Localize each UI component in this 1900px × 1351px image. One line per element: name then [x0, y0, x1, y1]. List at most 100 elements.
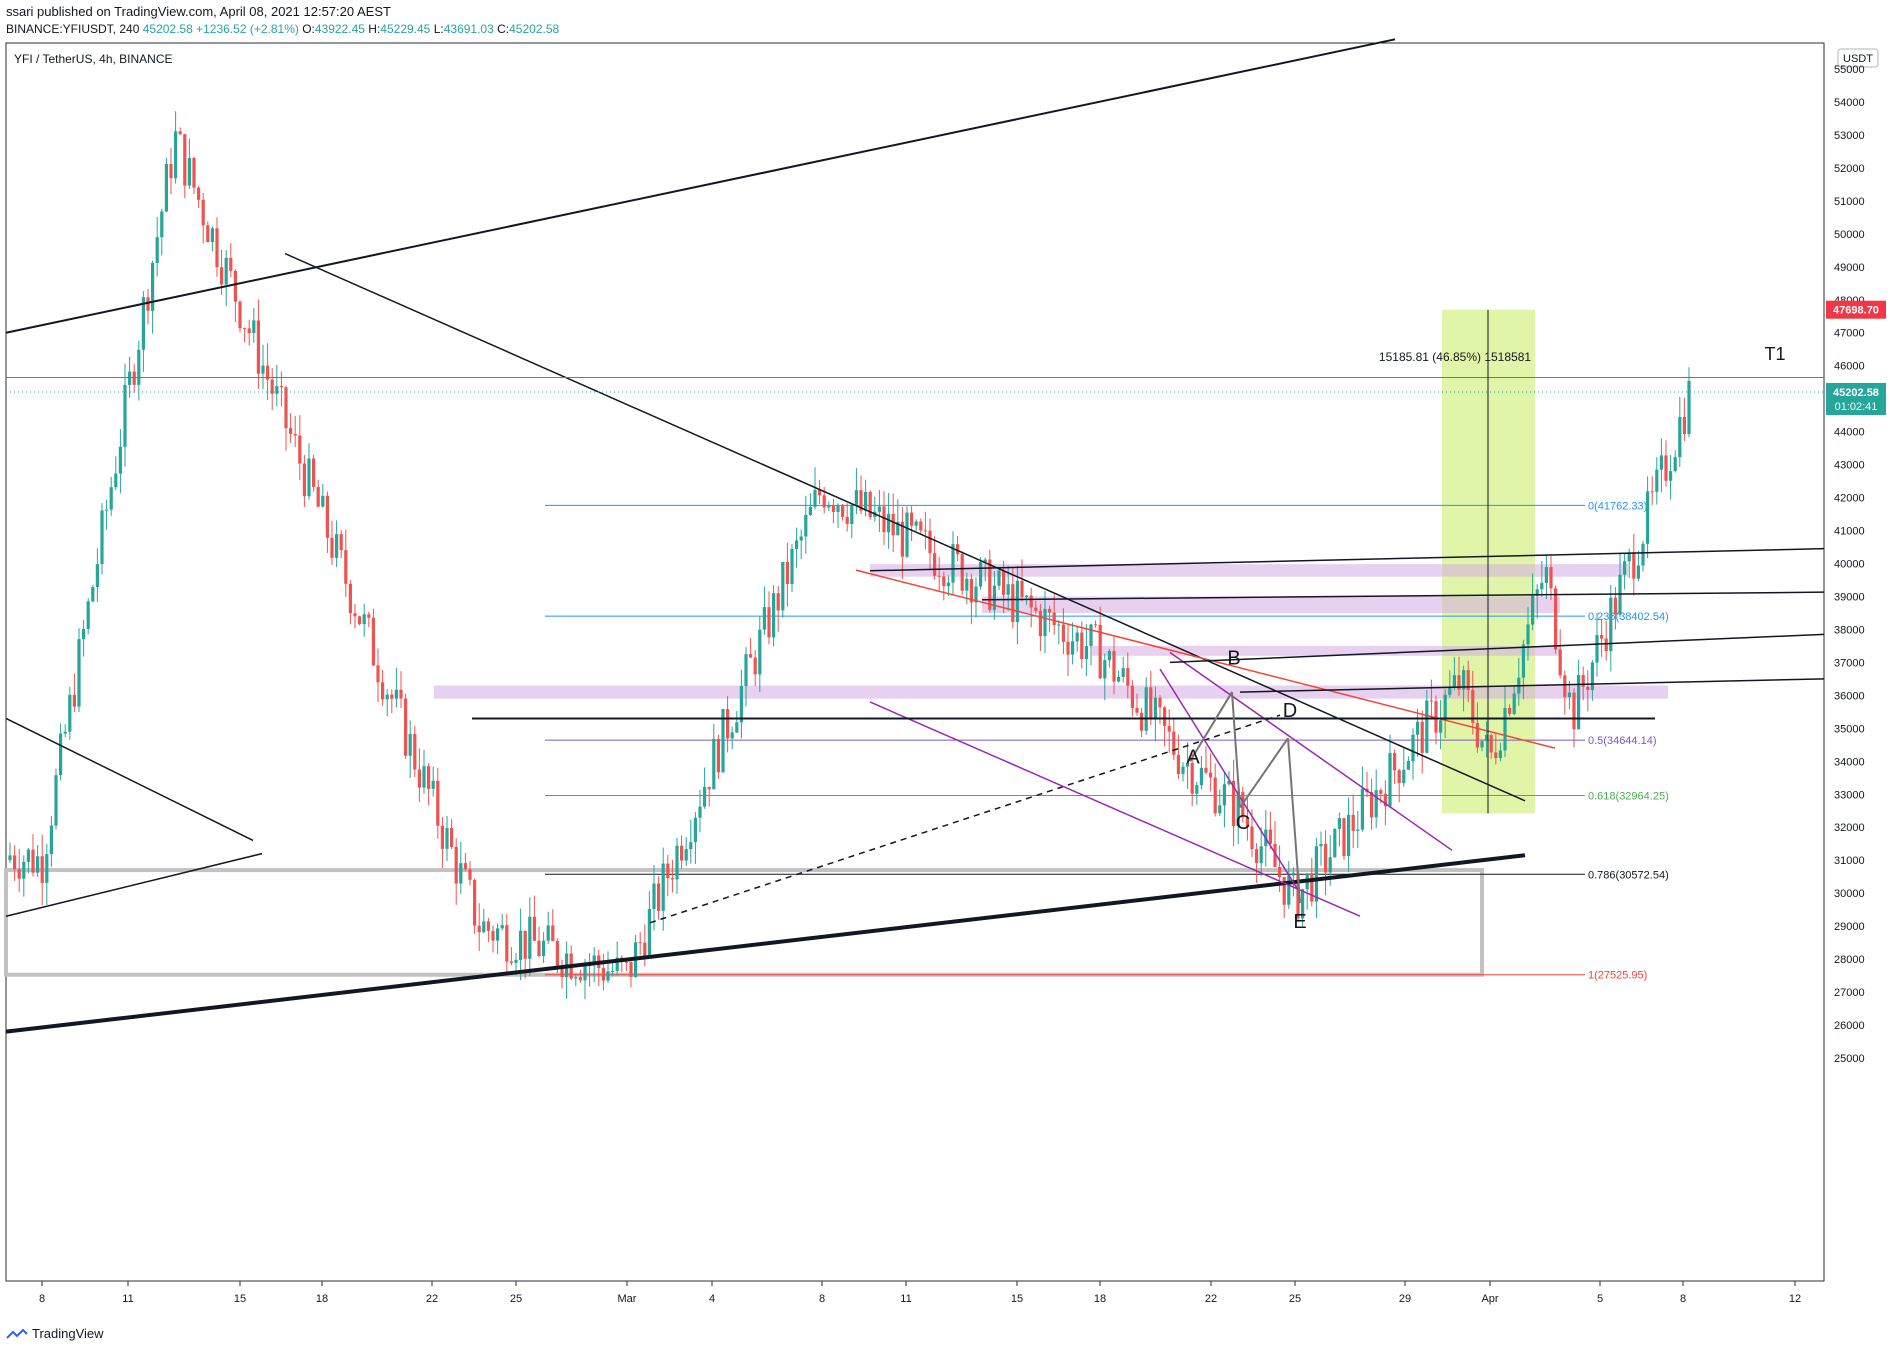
candle-body [1167, 726, 1171, 732]
y-tick-label: 28000 [1834, 954, 1865, 966]
candle-body [827, 505, 831, 508]
candle-body [841, 505, 845, 517]
candle-body [647, 908, 651, 957]
candle-body [266, 365, 270, 380]
candle-body [1360, 788, 1364, 830]
candle-body [279, 386, 283, 388]
candle-body [1370, 792, 1374, 818]
candle-body [1462, 670, 1466, 690]
close-label: C: [497, 22, 510, 36]
candle-body [270, 379, 274, 394]
candle-body [542, 940, 546, 957]
y-tick-label: 46000 [1834, 361, 1865, 373]
candle-body [68, 694, 72, 732]
candle-body [1673, 457, 1677, 472]
candle-body [454, 846, 458, 884]
candle-body [956, 544, 960, 555]
candle-body [1314, 846, 1318, 902]
candle-body [1669, 471, 1673, 481]
candle-body [1213, 777, 1217, 814]
candle-body [951, 544, 955, 583]
candle-body [229, 257, 233, 271]
candle-body [1163, 707, 1167, 727]
candle-body [1466, 670, 1470, 690]
upper-channel-line [5, 38, 1396, 334]
candle-body [427, 766, 431, 789]
candle-body [831, 505, 835, 512]
candle-body [105, 509, 109, 511]
candle-body [1130, 685, 1134, 708]
candle-body [910, 512, 914, 526]
candle-body [781, 562, 785, 611]
y-tick-label: 29000 [1834, 921, 1865, 933]
candle-body [1393, 753, 1397, 771]
candle-body [601, 967, 605, 981]
candle-body [238, 301, 242, 329]
y-tick-label: 44000 [1834, 427, 1865, 439]
wave-label: D [1283, 700, 1297, 722]
candle-body [767, 607, 771, 638]
candle-body [1577, 675, 1581, 730]
candle-body [762, 607, 766, 630]
candle-body [482, 921, 486, 933]
candle-body [1379, 790, 1383, 794]
symbol-name: BINANCE:YFIUSDT, 240 [6, 22, 140, 36]
candle-body [744, 654, 748, 686]
candle-body [1278, 866, 1282, 877]
parallel-line-3 [1169, 633, 1825, 664]
candle-body [1659, 455, 1663, 470]
candle-body [804, 515, 808, 537]
candle-body [1646, 491, 1650, 544]
candle-body [1190, 762, 1194, 794]
candle-body [431, 780, 435, 789]
candle-body [739, 685, 743, 723]
candle-body [36, 856, 40, 873]
candle-body [1328, 857, 1332, 873]
candle-body [859, 490, 863, 511]
dashed-trendline [649, 714, 1281, 924]
candle-body [1655, 469, 1659, 492]
candle-body [1383, 793, 1387, 807]
candle-body [1531, 595, 1535, 625]
candle-body [362, 614, 366, 625]
candle-body [528, 916, 532, 959]
candle-body [707, 786, 711, 790]
left-triangle-upper [5, 717, 254, 842]
candle-body [1144, 687, 1148, 731]
y-tick-label: 41000 [1834, 526, 1865, 538]
candle-body [132, 371, 136, 385]
candle-body [1567, 692, 1571, 698]
x-tick-label: 15 [234, 1293, 246, 1305]
candle-body [712, 738, 716, 790]
candle-body [684, 849, 688, 861]
candle-body [390, 694, 394, 699]
candle-body [1071, 641, 1075, 655]
candle-body [845, 516, 849, 524]
candle-body [670, 878, 674, 880]
candle-body [1089, 624, 1093, 647]
candle-body [275, 386, 279, 394]
candle-body [1489, 735, 1493, 753]
candle-body [1439, 720, 1443, 733]
change-value: +1236.52 (+2.81%) [196, 22, 299, 36]
y-tick-label: 32000 [1834, 822, 1865, 834]
candle-body [675, 845, 679, 880]
candle-body [1411, 734, 1415, 762]
candle-body [1117, 676, 1121, 682]
candle-body [385, 694, 389, 700]
purple-channel-upper [1169, 651, 1453, 851]
candle-body [155, 237, 159, 263]
open-label: O: [302, 22, 315, 36]
x-tick-label: 4 [709, 1293, 715, 1305]
candle-body [1172, 731, 1176, 755]
y-tick-label: 42000 [1834, 493, 1865, 505]
candle-body [404, 698, 408, 756]
candle-body [1181, 766, 1185, 774]
candle-body [514, 959, 518, 963]
candle-body [151, 262, 155, 311]
candle-body [680, 845, 684, 861]
wave-path-bc [1231, 692, 1241, 808]
tradingview-logo-icon [6, 1328, 28, 1339]
candle-body [1682, 416, 1686, 435]
